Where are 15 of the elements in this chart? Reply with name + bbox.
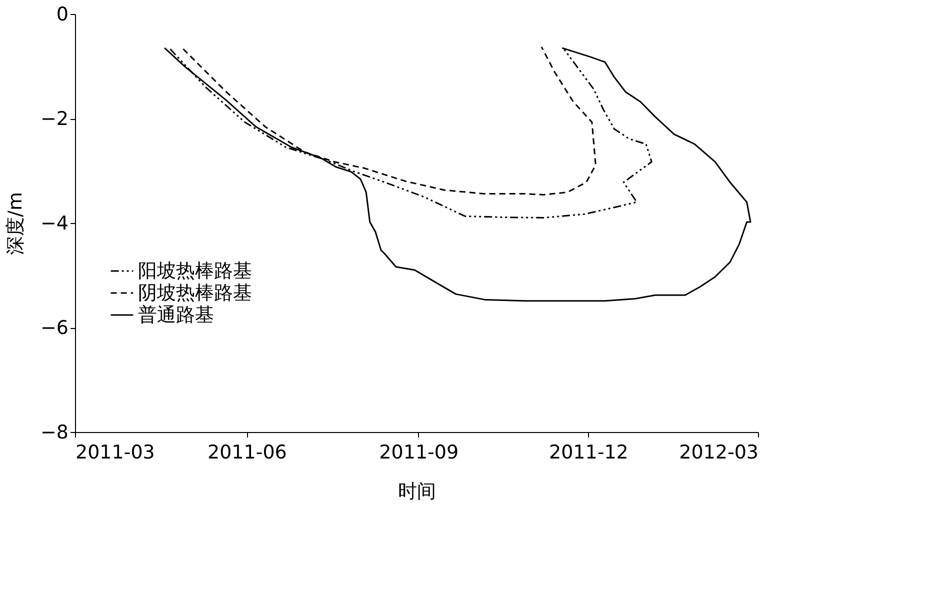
legend-label: 普通路基 bbox=[138, 304, 214, 326]
x-tick-label: 2012-03 bbox=[679, 442, 758, 464]
x-tick-label: 2011-03 bbox=[76, 442, 155, 464]
y-tick-label: −6 bbox=[40, 317, 68, 339]
x-tick-label: 2011-09 bbox=[379, 442, 459, 464]
x-axis-title: 时间 bbox=[398, 480, 436, 502]
legend-label: 阴坡热棒路基 bbox=[138, 282, 252, 304]
y-tick-label: −2 bbox=[40, 108, 68, 130]
y-tick-label: −8 bbox=[40, 422, 68, 444]
y-tick-label: 0 bbox=[56, 4, 68, 26]
legend-label: 阳坡热棒路基 bbox=[138, 260, 252, 282]
y-axis-title: 深度/m bbox=[4, 192, 26, 255]
y-tick-label: −4 bbox=[40, 212, 68, 234]
x-tick-label: 2011-12 bbox=[548, 442, 628, 464]
x-tick-label: 2011-06 bbox=[207, 442, 287, 464]
